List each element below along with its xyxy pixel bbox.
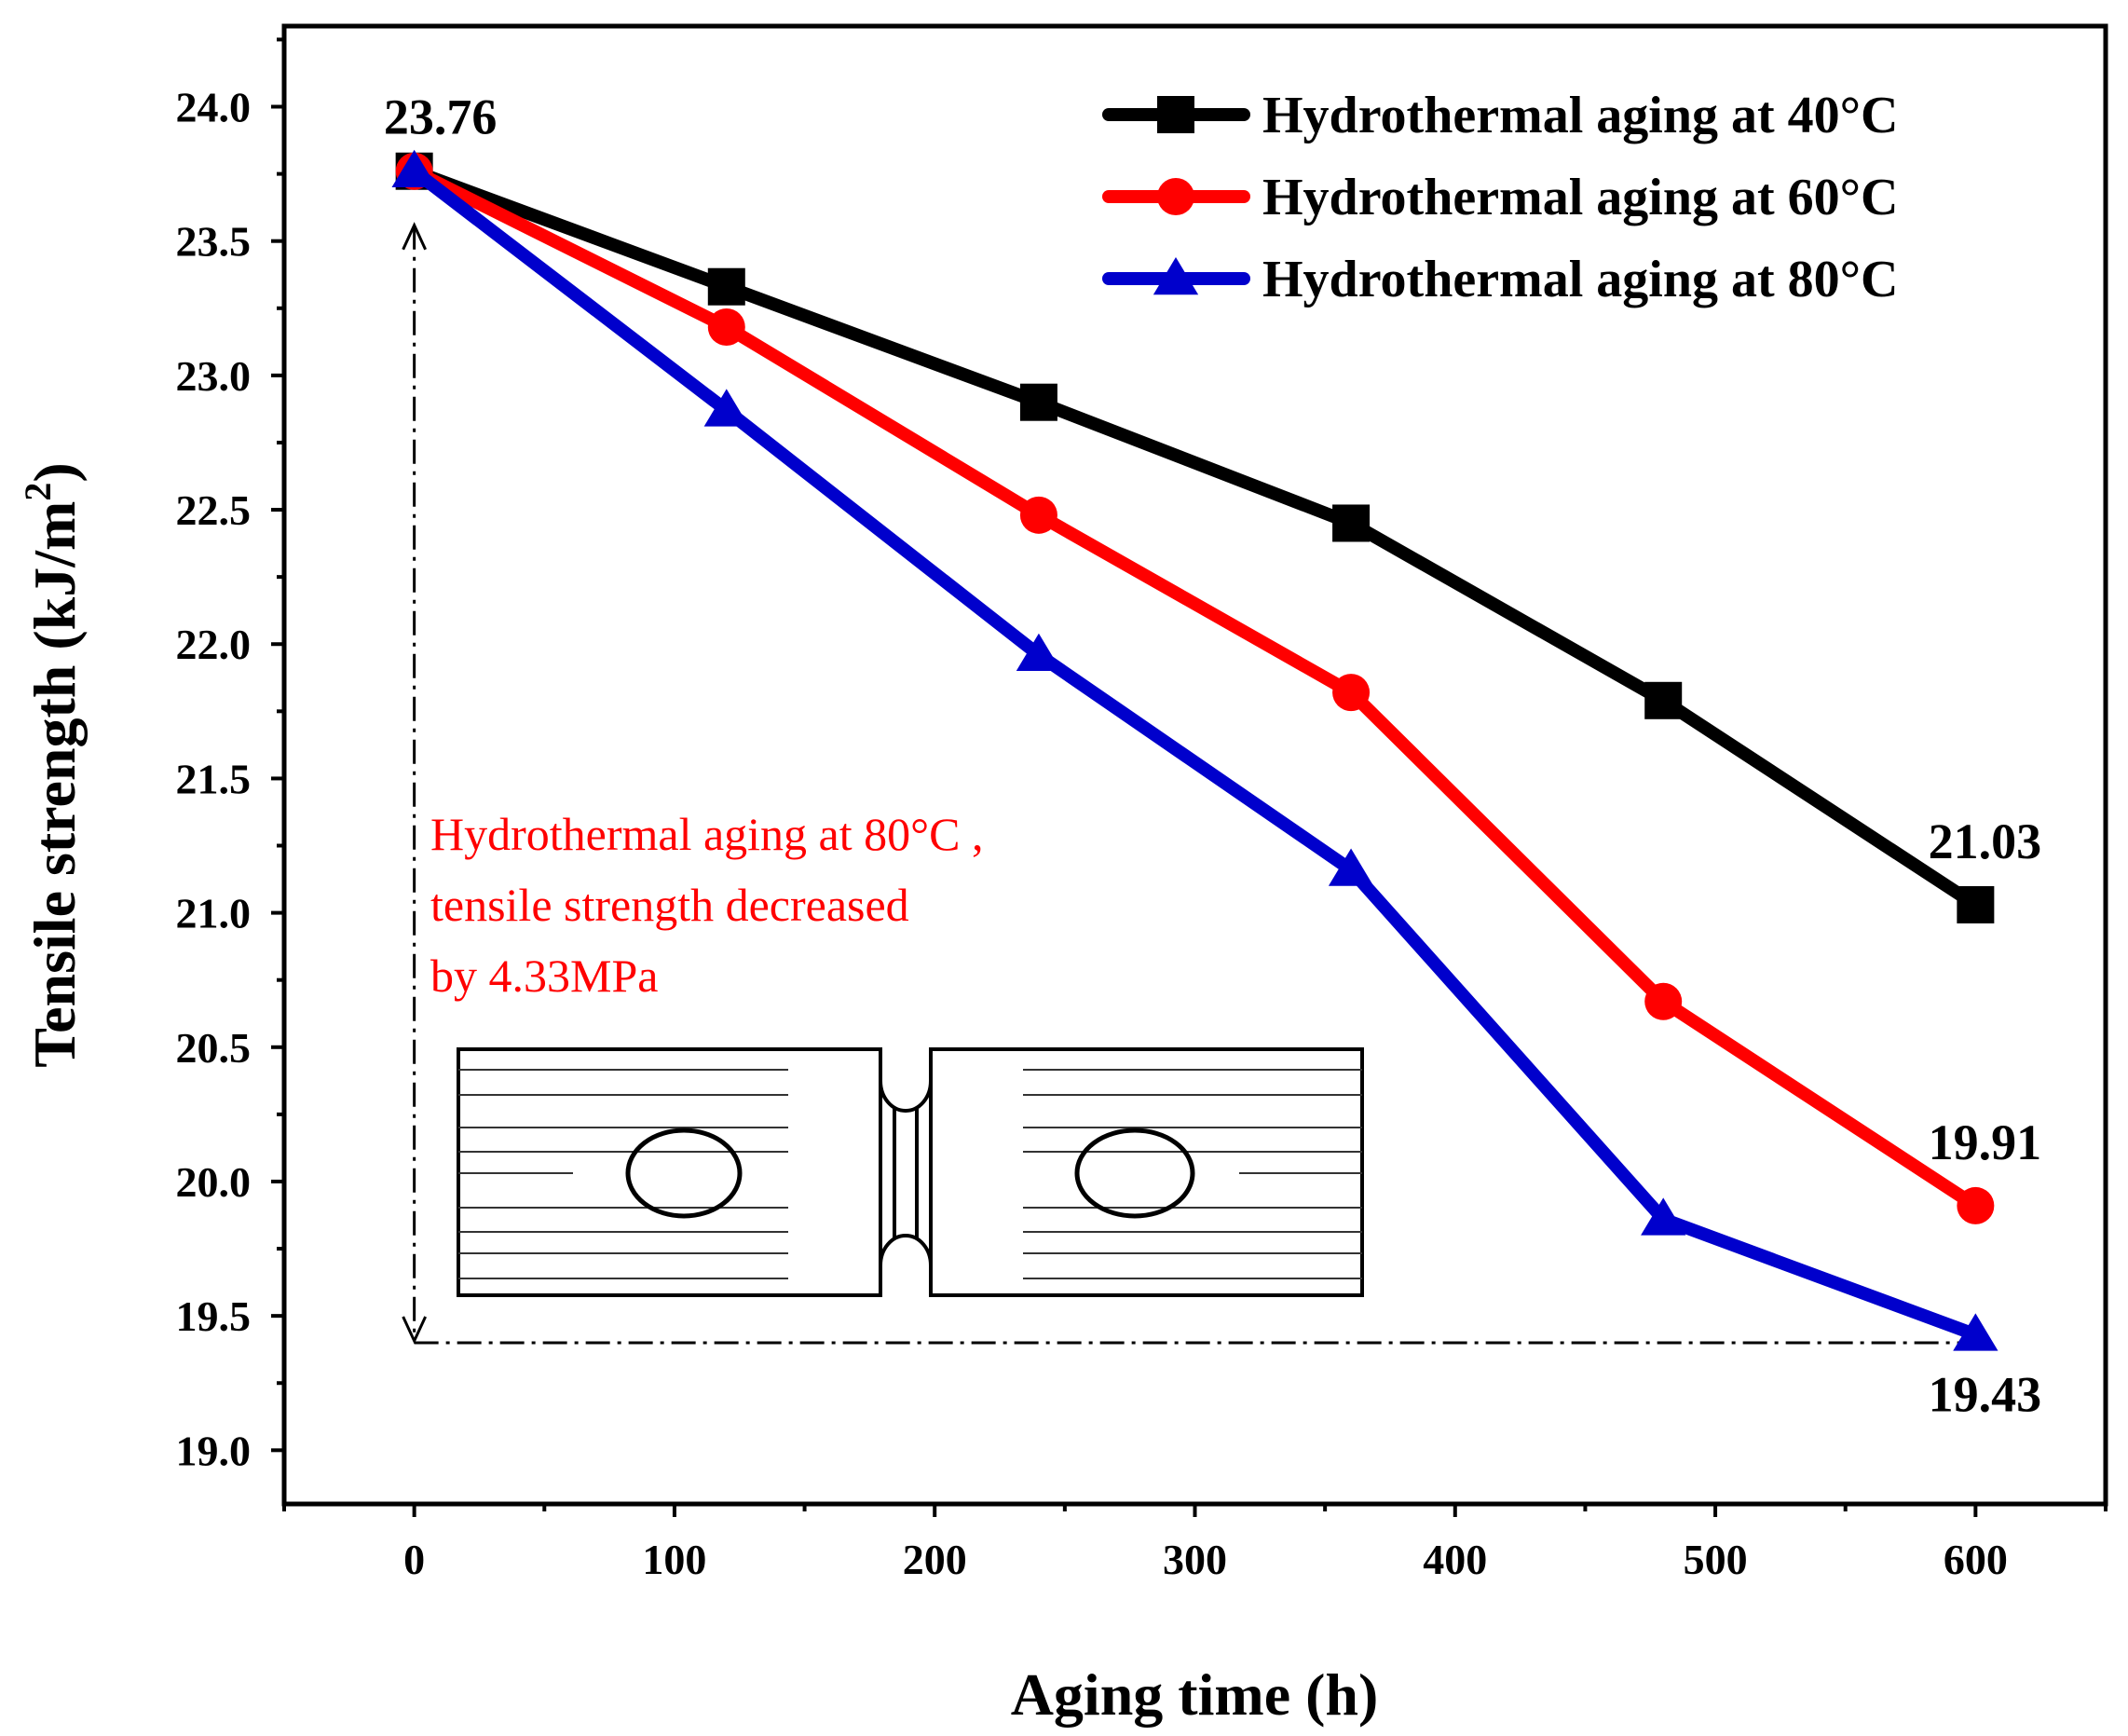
data-point <box>1957 885 1995 923</box>
x-axis-title: Aging time (h) <box>1011 1661 1379 1728</box>
data-point <box>1019 383 1057 421</box>
x-tick-label: 500 <box>1684 1536 1748 1583</box>
series-line <box>407 164 1983 1342</box>
data-label: 21.03 <box>1929 813 2042 869</box>
data-label: 19.43 <box>1929 1366 2042 1422</box>
y-tick-label: 21.5 <box>176 755 252 802</box>
x-tick-label: 300 <box>1163 1536 1227 1583</box>
annotation: Hydrothermal aging at 80°C , tensile str… <box>430 808 983 1002</box>
legend-label: Hydrothermal aging at 60°C <box>1262 169 1898 226</box>
data-point <box>707 308 745 346</box>
data-point <box>1332 504 1371 542</box>
data-point <box>1019 496 1057 534</box>
x-tick-label: 400 <box>1423 1536 1487 1583</box>
y-axis-title-sup: 2 <box>17 483 59 501</box>
y-tick-label: 19.5 <box>176 1292 252 1340</box>
x-tick-label: 600 <box>1944 1536 2008 1583</box>
data-label: 23.76 <box>384 89 498 145</box>
data-label: 19.91 <box>1929 1114 2042 1170</box>
data-point <box>1644 982 1683 1020</box>
legend-label: Hydrothermal aging at 40°C <box>1262 87 1898 144</box>
y-tick-label: 20.0 <box>176 1158 252 1206</box>
y-tick-label: 22.5 <box>176 486 252 534</box>
series-layer: 23.76 21.03 19.91 19.43 <box>384 89 2041 1423</box>
legend-item: Hydrothermal aging at 80°C <box>1102 251 1898 308</box>
annotation-line-1: Hydrothermal aging at 80°C , <box>430 808 983 860</box>
series-circle <box>395 152 1995 1224</box>
x-tick-label: 100 <box>642 1536 706 1583</box>
y-tick-label: 21.0 <box>176 890 252 937</box>
data-point <box>707 267 745 306</box>
series-line <box>407 164 1983 911</box>
legend: Hydrothermal aging at 40°C Hydrothermal a… <box>1102 87 1898 308</box>
data-point <box>1332 674 1371 712</box>
specimen-diagram <box>457 1047 1364 1297</box>
y-axis-title-main: Tensile strength (kJ/m <box>21 501 88 1068</box>
y-tick-label: 23.0 <box>176 352 252 400</box>
legend-label: Hydrothermal aging at 80°C <box>1262 251 1898 308</box>
y-tick-label: 24.0 <box>176 84 252 131</box>
y-tick-label: 23.5 <box>176 218 252 266</box>
legend-marker <box>1157 178 1194 215</box>
series-triangle <box>391 149 1998 1351</box>
series-line <box>407 164 1983 1212</box>
y-axis-title-end: ) <box>21 462 88 482</box>
y-tick-label: 22.0 <box>176 621 252 668</box>
data-point <box>1953 1313 1998 1351</box>
reference-guides <box>402 222 1967 1345</box>
legend-item: Hydrothermal aging at 40°C <box>1102 87 1898 144</box>
data-point <box>1644 681 1683 719</box>
data-point <box>1641 1197 1686 1236</box>
guide-arrow-up <box>402 222 428 251</box>
x-tick-label: 0 <box>403 1536 425 1583</box>
annotation-line-3: by 4.33MPa <box>430 950 658 1002</box>
axes-layer: 0 100 200 300 400 500 600 19.0 19.5 20.0 20.5 21.0 2… <box>176 37 2108 1583</box>
guide-arrow-down <box>402 1316 428 1345</box>
data-point <box>1016 633 1062 672</box>
data-point <box>1328 848 1374 886</box>
data-point <box>391 149 437 187</box>
data-point <box>1957 1186 1995 1224</box>
legend-item: Hydrothermal aging at 60°C <box>1102 169 1898 226</box>
annotation-line-2: tensile strength decreased <box>430 879 909 931</box>
legend-marker <box>1157 96 1194 133</box>
y-axis-title: Tensile strength (kJ/m2) <box>17 462 88 1067</box>
y-tick-label: 19.0 <box>176 1427 252 1474</box>
x-tick-label: 200 <box>903 1536 967 1583</box>
legend-marker <box>1153 257 1199 295</box>
y-tick-label: 20.5 <box>176 1024 252 1072</box>
data-point <box>703 389 749 427</box>
